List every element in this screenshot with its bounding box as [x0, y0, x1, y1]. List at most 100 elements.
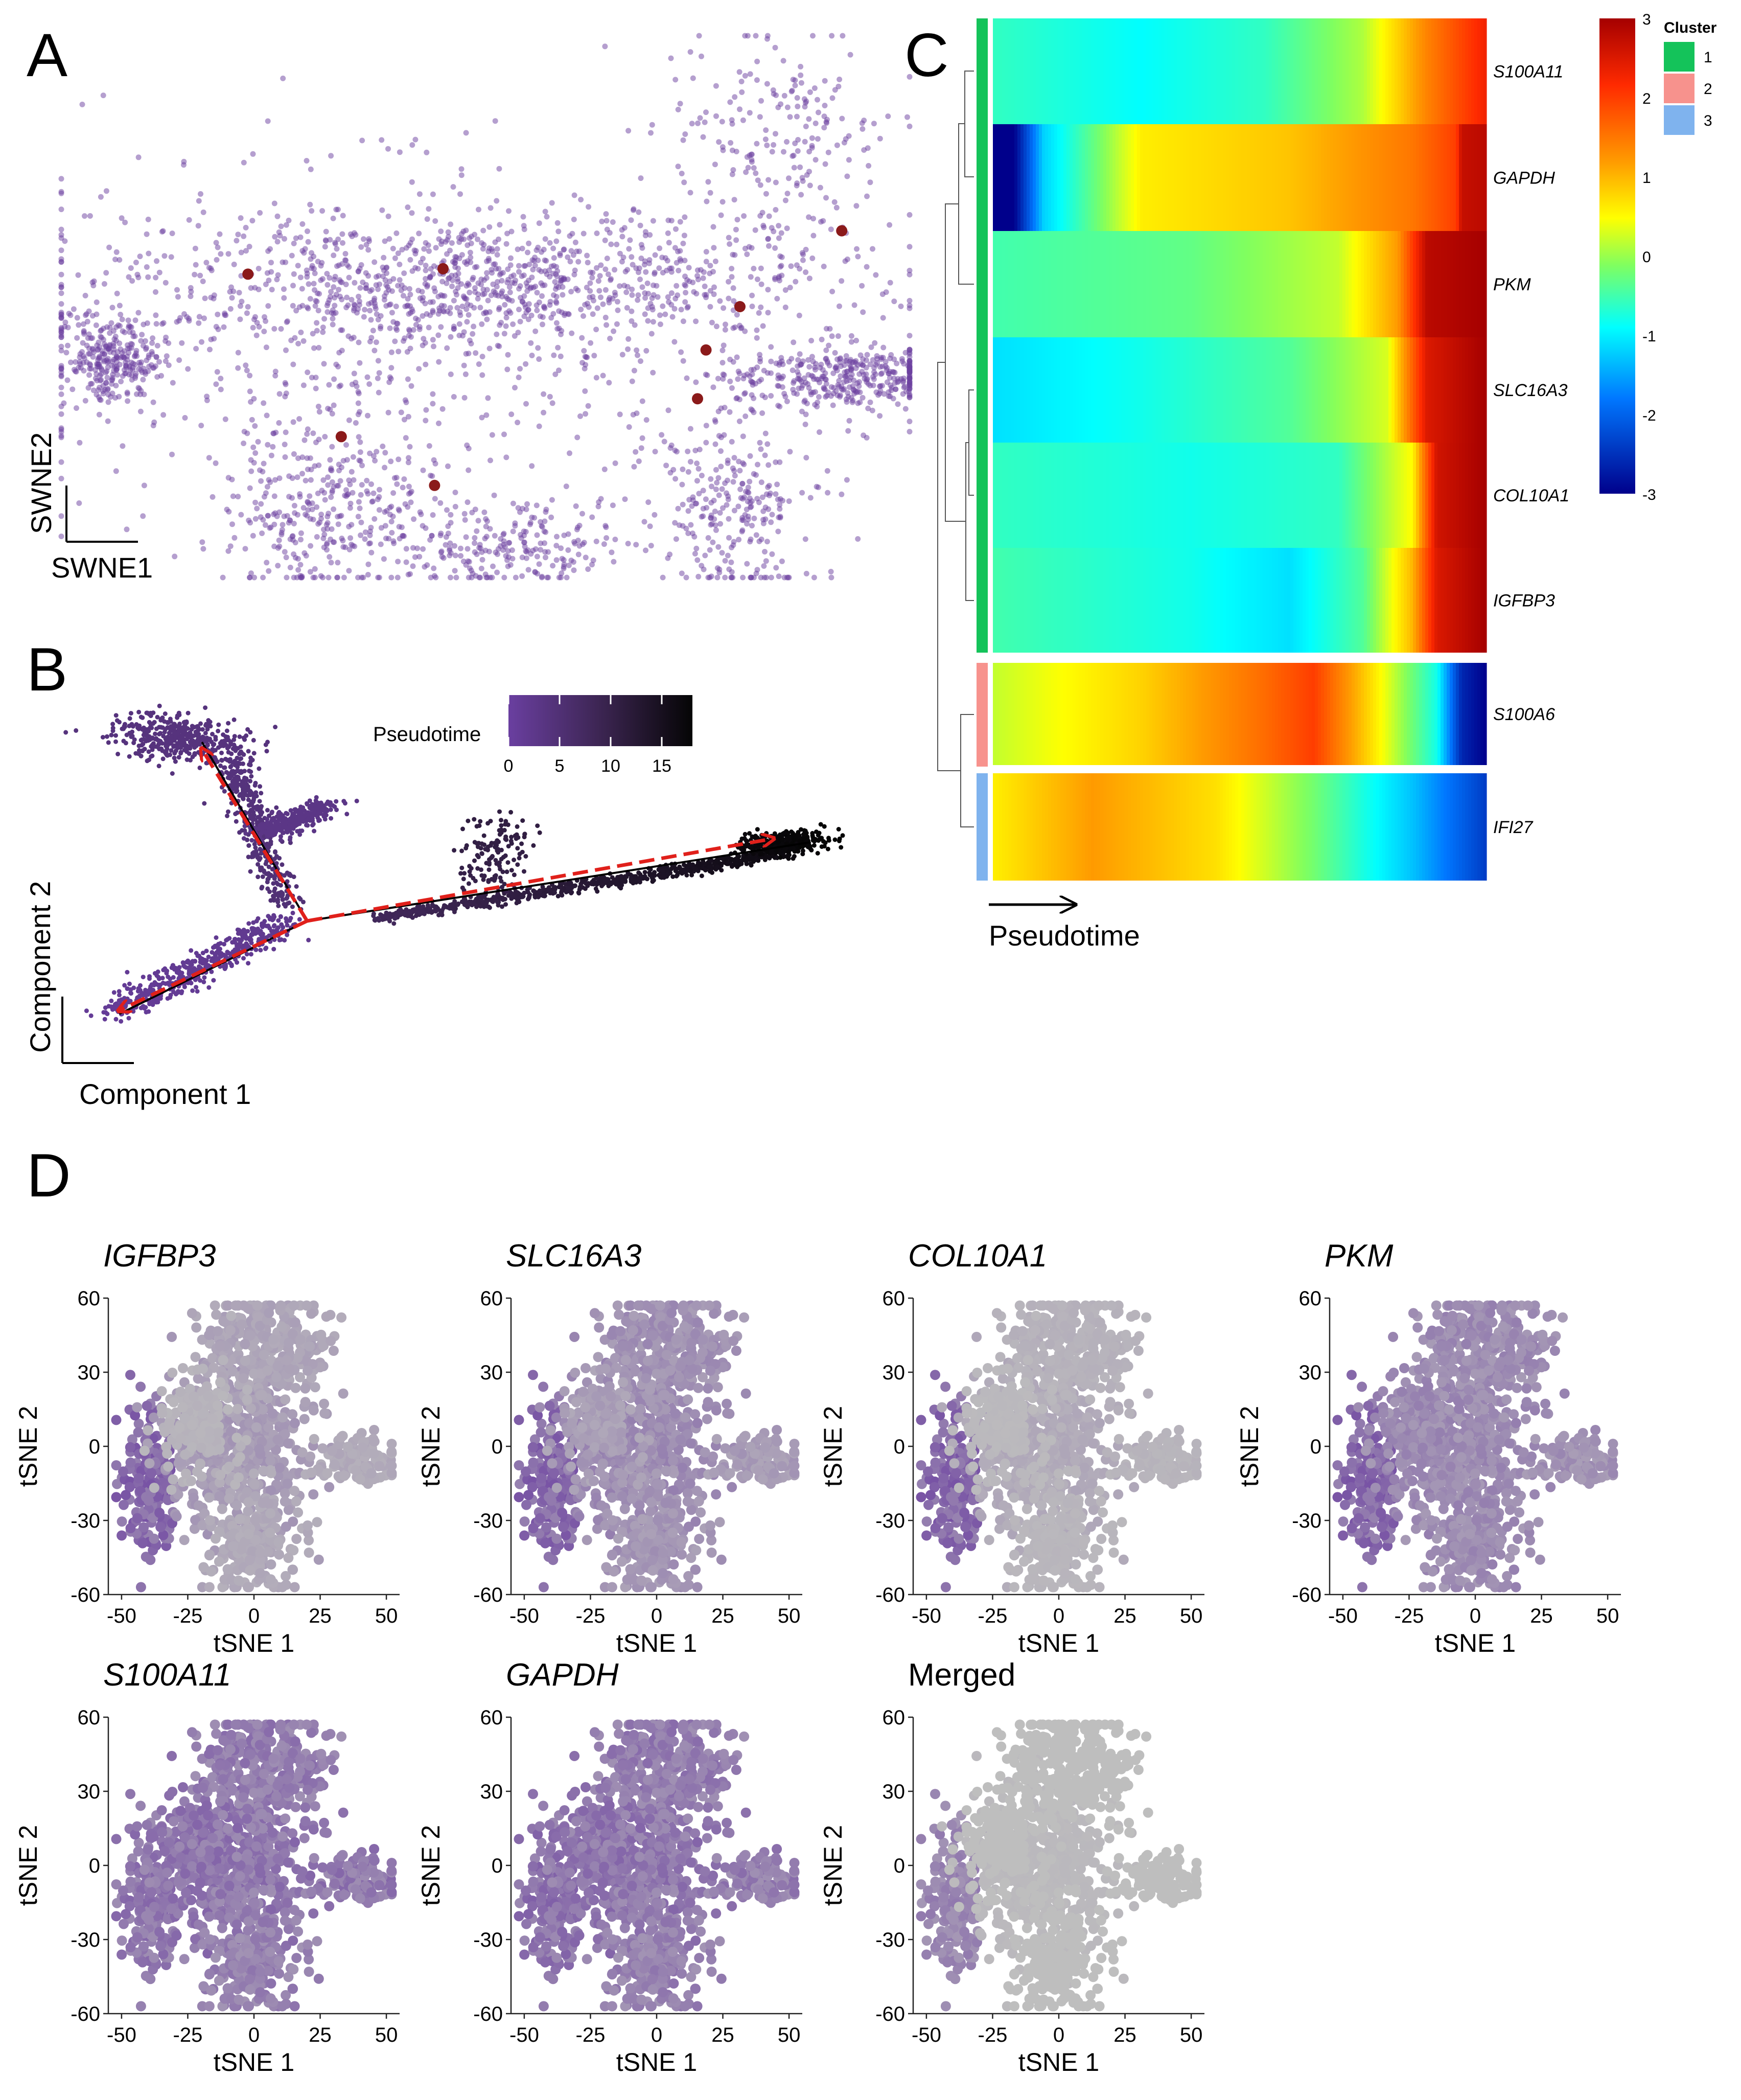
trajectory-point	[225, 813, 229, 818]
swne-point	[343, 257, 349, 263]
swne-point	[160, 412, 167, 418]
swne-point	[82, 398, 88, 404]
trajectory-point	[178, 745, 183, 750]
swne-point	[349, 296, 355, 303]
swne-point	[732, 94, 738, 100]
swne-point	[891, 298, 897, 305]
swne-point	[451, 326, 457, 332]
swne-point	[660, 270, 666, 275]
swne-point	[739, 481, 746, 487]
swne-point	[765, 177, 772, 183]
trajectory-point	[237, 751, 242, 756]
trajectory-point	[258, 929, 263, 934]
swne-point	[749, 304, 755, 309]
swne-point	[295, 567, 301, 573]
swne-point	[671, 306, 678, 312]
trajectory-point	[239, 756, 244, 761]
swne-point	[357, 439, 363, 445]
swne-point	[828, 384, 834, 390]
swne-point	[573, 503, 579, 509]
swne-point	[650, 218, 656, 224]
swne-point	[334, 574, 340, 581]
swne-point	[84, 342, 90, 349]
swne-point	[847, 361, 853, 367]
swne-point	[293, 308, 299, 314]
swne-point	[498, 536, 504, 542]
swne-point	[810, 216, 816, 222]
swne-point	[425, 242, 431, 248]
swne-point	[153, 354, 159, 360]
swne-point	[710, 384, 716, 390]
swne-point	[135, 310, 142, 316]
trajectory-point	[277, 856, 282, 861]
swne-point	[453, 574, 459, 581]
swne-point	[551, 255, 557, 261]
swne-point	[571, 539, 577, 545]
swne-point	[586, 304, 592, 310]
swne-point	[385, 409, 391, 416]
swne-point	[674, 449, 680, 455]
swne-point	[144, 264, 150, 270]
swne-point	[593, 538, 599, 544]
swne-point	[603, 524, 609, 530]
swne-point	[805, 357, 811, 363]
swne-point	[300, 338, 307, 344]
swne-point	[200, 546, 206, 552]
swne-point	[835, 333, 841, 339]
swne-point	[528, 284, 534, 290]
swne-point	[74, 315, 80, 321]
swne-point	[764, 142, 770, 148]
swne-point	[519, 273, 525, 279]
swne-point	[791, 165, 797, 171]
swne-point	[324, 309, 331, 315]
swne-point	[465, 546, 471, 552]
swne-point	[182, 415, 188, 421]
swne-point	[526, 262, 532, 267]
swne-point	[749, 523, 755, 528]
swne-point	[728, 574, 734, 581]
trajectory-point	[309, 813, 314, 818]
swne-point	[406, 286, 412, 292]
swne-point	[635, 297, 641, 303]
trajectory-point	[260, 885, 265, 890]
swne-point	[499, 288, 505, 294]
swne-point	[289, 534, 295, 540]
swne-point	[736, 537, 742, 543]
swne-point	[392, 338, 398, 344]
swne-point	[310, 331, 316, 337]
swne-point	[300, 382, 307, 388]
swne-point	[748, 151, 754, 157]
swne-point	[346, 568, 352, 574]
swne-point	[668, 218, 675, 224]
swne-point	[772, 44, 778, 51]
swne-point	[722, 558, 728, 564]
trajectory-point	[237, 734, 242, 739]
swne-point	[368, 481, 374, 487]
swne-point	[886, 393, 892, 399]
swne-point	[311, 253, 317, 260]
swne-point	[494, 569, 500, 575]
swne-point	[765, 506, 772, 512]
swne-point	[602, 237, 608, 243]
swne-point	[704, 372, 710, 378]
swne-point	[729, 121, 735, 127]
swne-point	[693, 291, 700, 297]
swne-point	[436, 359, 442, 365]
trajectory-point	[113, 1002, 118, 1007]
swne-point	[58, 301, 64, 307]
swne-point	[683, 574, 689, 581]
swne-point	[603, 322, 610, 328]
swne-point	[340, 240, 345, 246]
swne-point	[615, 307, 621, 313]
swne-point	[506, 540, 512, 546]
swne-point	[790, 367, 796, 373]
swne-point	[86, 372, 92, 378]
swne-point	[717, 298, 723, 304]
swne-point	[242, 546, 248, 552]
swne-point	[432, 288, 438, 294]
trajectory-point	[176, 755, 181, 760]
swne-point	[856, 379, 862, 385]
trajectory-point	[179, 735, 184, 740]
swne-point	[282, 236, 287, 242]
swne-point	[198, 423, 204, 429]
